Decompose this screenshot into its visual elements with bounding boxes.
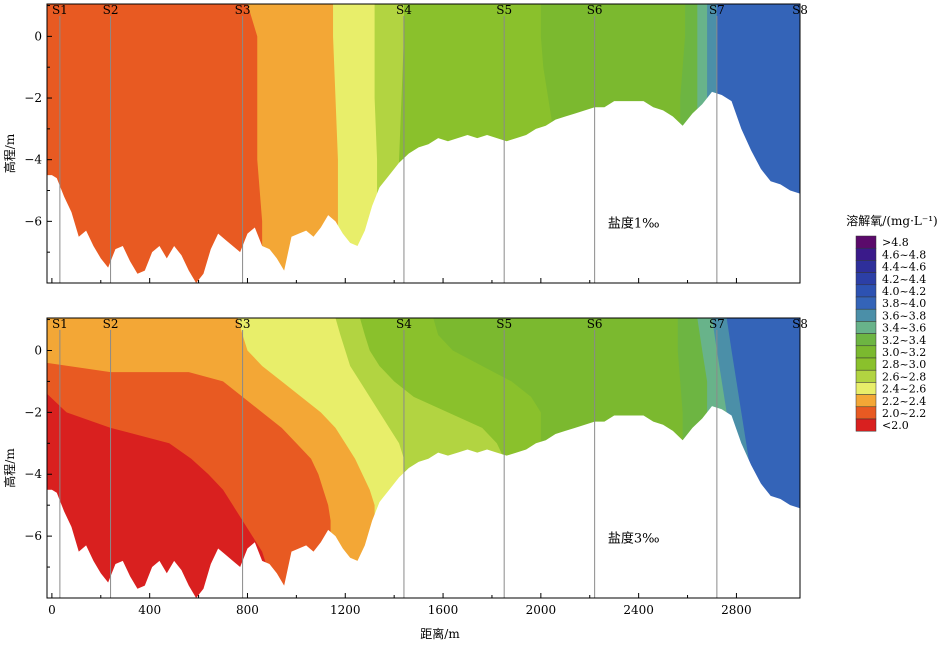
x-tick-label: 0 — [48, 603, 56, 617]
legend-label: 3.4~3.6 — [882, 322, 926, 335]
y-tick-label: 0 — [34, 343, 42, 357]
legend-swatch — [855, 382, 877, 395]
legend-label: 4.6~4.8 — [882, 248, 926, 261]
legend-swatch — [855, 406, 877, 420]
legend-swatch — [855, 260, 877, 273]
legend-swatch — [855, 418, 877, 432]
x-tick-label: 2800 — [721, 603, 752, 617]
x-tick-label: 2000 — [526, 603, 557, 617]
station-label-S4: S4 — [396, 317, 412, 331]
riverbed-mask — [46, 91, 801, 284]
panel-salinity-3: S1 S2 S3 S4 S5 S6 S7 S8 0−2−4−60 400 800 1200 1600 2… — [2, 317, 808, 641]
legend-label: 3.2~3.4 — [882, 334, 926, 347]
y-axis-label: 高程/m — [2, 448, 17, 488]
y-tick-label: −2 — [24, 405, 42, 419]
legend-swatch — [855, 296, 877, 310]
legend-label: 3.6~3.8 — [882, 309, 926, 322]
legend-label: 3.0~3.2 — [882, 346, 926, 359]
station-lines: S1 S2 S3 S4 S5 S6 S7 S8 — [52, 3, 808, 283]
y-tick-label: −6 — [24, 214, 42, 228]
legend-label: 2.2~2.4 — [882, 395, 926, 408]
legend-label: 2.6~2.8 — [882, 370, 926, 383]
legend-label: 4.2~4.4 — [882, 273, 926, 286]
station-label-S4: S4 — [396, 3, 412, 17]
axes: 0 −2 −4 −6 0 400 800 1200 1600 2000 2400 2800 — [24, 319, 752, 617]
legend-swatch — [855, 345, 877, 359]
x-tick-label: 1200 — [330, 603, 361, 617]
x-tick-label: 2400 — [623, 603, 654, 617]
legend-swatch — [855, 272, 877, 286]
station-label-S6: S6 — [587, 3, 603, 17]
legend-swatch — [855, 394, 877, 408]
legend-swatch — [855, 284, 877, 298]
y-tick-label: −4 — [24, 467, 42, 481]
station-label-S1: S1 — [52, 317, 68, 331]
plot-frame — [46, 317, 801, 599]
station-lines: S1 S2 S3 S4 S5 S6 S7 S8 — [52, 317, 808, 598]
legend-label: >4.8 — [882, 236, 909, 249]
contour-band-2.0~2.2 — [47, 4, 263, 283]
station-label-S1: S1 — [52, 3, 68, 17]
salinity-annotation: 盐度3‰ — [608, 530, 660, 546]
y-tick-label: −4 — [24, 153, 42, 167]
legend-label: 2.0~2.2 — [882, 407, 926, 420]
y-tick-label: 0 — [34, 29, 42, 43]
station-label-S7: S7 — [709, 317, 725, 331]
x-tick-label: 1600 — [428, 603, 459, 617]
station-label-S3: S3 — [235, 3, 251, 17]
y-axis-label: 高程/m — [2, 133, 17, 173]
legend-label: <2.0 — [882, 419, 909, 432]
contour-band-<2.0 — [47, 318, 268, 598]
station-label-S5: S5 — [496, 3, 512, 17]
station-label-S2: S2 — [103, 3, 119, 17]
legend-swatch — [855, 333, 877, 347]
legend-label: 4.0~4.2 — [882, 285, 926, 298]
axes: 0 −2 −4 −6 — [24, 5, 737, 283]
panel-salinity-1: S1 S2 S3 S4 S5 S6 S7 S8 0−2−4−6 高程/m 盐度1‰ — [2, 3, 808, 284]
contour-bands — [47, 4, 800, 283]
station-label-S2: S2 — [103, 317, 119, 331]
station-label-S7: S7 — [709, 3, 725, 17]
y-tick-label: −6 — [24, 529, 42, 543]
legend-label: 2.4~2.6 — [882, 383, 926, 396]
legend-label: 2.8~3.0 — [882, 358, 926, 371]
legend-swatch — [855, 308, 877, 322]
station-label-S3: S3 — [235, 317, 251, 331]
legend-swatch — [855, 357, 877, 371]
plot-frame — [46, 3, 801, 284]
legend: 溶解氧/(mg·L⁻¹) >4.84.6~4.84.4~4.64.2~4.44.… — [846, 213, 937, 432]
legend-swatch — [855, 369, 877, 383]
legend-label: 4.4~4.6 — [882, 261, 926, 274]
legend-swatch — [855, 321, 877, 334]
legend-swatch — [855, 247, 877, 261]
salinity-annotation: 盐度1‰ — [608, 216, 660, 232]
x-tick-label: 800 — [236, 603, 259, 617]
y-tick-label: −2 — [24, 91, 42, 105]
x-tick-label: 400 — [138, 603, 161, 617]
legend-title: 溶解氧/(mg·L⁻¹) — [846, 213, 937, 228]
legend-label: 3.8~4.0 — [882, 297, 926, 310]
station-label-S6: S6 — [587, 317, 603, 331]
riverbed-mask — [46, 406, 801, 599]
station-label-S5: S5 — [496, 317, 512, 331]
legend-items: >4.84.6~4.84.4~4.64.2~4.44.0~4.23.8~4.03… — [855, 235, 926, 432]
x-axis-label: 距离/m — [420, 626, 460, 641]
legend-swatch — [855, 235, 877, 249]
